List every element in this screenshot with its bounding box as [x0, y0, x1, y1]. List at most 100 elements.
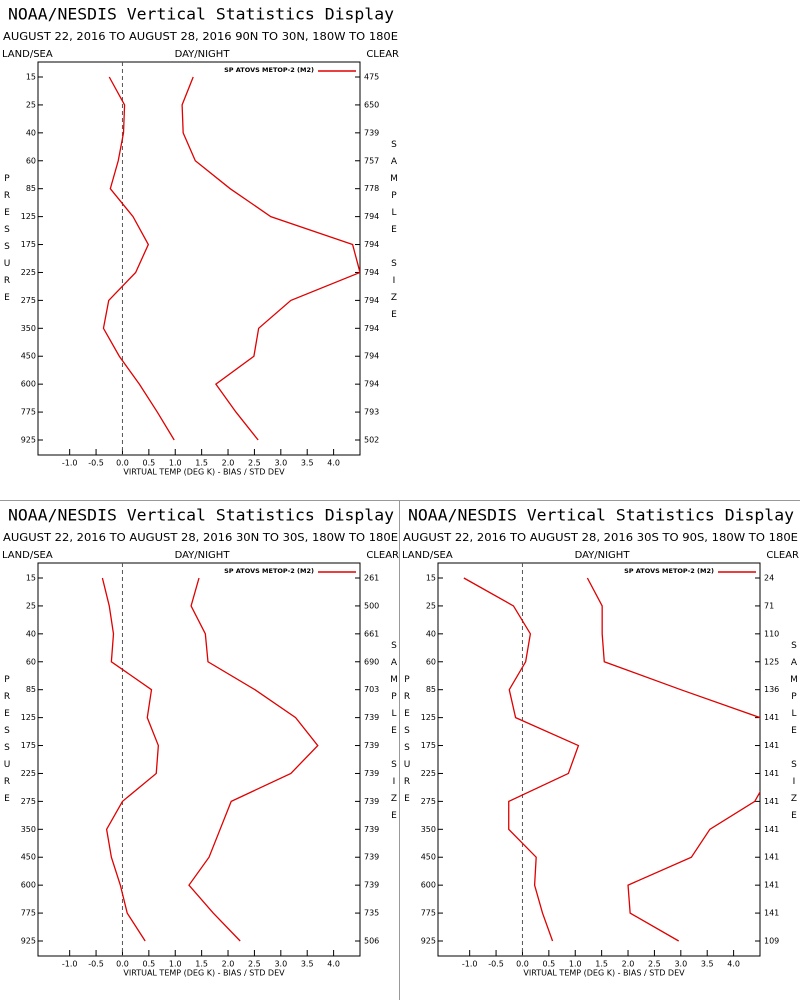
- y-tick-label: 60: [426, 657, 436, 666]
- right-label: CLEAR: [366, 550, 399, 561]
- y-tick-label: 275: [421, 797, 436, 806]
- y-tick-label: 600: [21, 881, 36, 890]
- sample-size-label: 794: [364, 352, 379, 361]
- y-tick-label: 175: [21, 240, 36, 249]
- chart-subtitle: AUGUST 22, 2016 TO AUGUST 28, 2016 30S T…: [403, 532, 798, 544]
- x-tick-label: 0.5: [142, 960, 155, 969]
- y-tick-label: 225: [421, 769, 436, 778]
- sample-size-label: 793: [364, 408, 379, 417]
- x-tick-label: 4.0: [727, 960, 740, 969]
- y-tick-label: 225: [21, 268, 36, 277]
- x-tick-label: 0.0: [116, 459, 129, 468]
- sample-size-label: 506: [364, 937, 379, 946]
- x-tick-label: -0.5: [88, 459, 104, 468]
- sample-size-label: 739: [364, 741, 379, 750]
- plot-frame: [37, 61, 361, 456]
- sample-size-label: 141: [764, 853, 779, 862]
- sample-size-label: 735: [364, 909, 379, 918]
- y-tick-label: 775: [421, 909, 436, 918]
- left-label: LAND/SEA: [2, 49, 53, 60]
- sample-size-label: 141: [764, 881, 779, 890]
- y-tick-label: 175: [21, 741, 36, 750]
- sample-size-label: 794: [364, 268, 379, 277]
- sample-size-label: 109: [764, 937, 779, 946]
- x-tick-label: 1.5: [195, 960, 208, 969]
- sample-size-label: 71: [764, 601, 774, 610]
- y-tick-label: 275: [21, 296, 36, 305]
- sample-size-label: 739: [364, 128, 379, 137]
- left-label: LAND/SEA: [402, 550, 453, 561]
- sample-size-label: 475: [364, 73, 379, 82]
- center-label: DAY/NIGHT: [175, 550, 231, 561]
- sample-size-label: 141: [764, 797, 779, 806]
- y-tick-label: 60: [26, 657, 36, 666]
- y-tick-label: 15: [426, 574, 436, 583]
- y-tick-label: 40: [26, 629, 36, 638]
- y-tick-label: 40: [426, 629, 436, 638]
- x-tick-label: 1.5: [595, 960, 608, 969]
- y-tick-label: 125: [21, 713, 36, 722]
- x-tick-label: 4.0: [327, 960, 340, 969]
- chart-subtitle: AUGUST 22, 2016 TO AUGUST 28, 2016 30N T…: [3, 532, 398, 544]
- y-tick-label: 925: [21, 937, 36, 946]
- sample-size-label: 739: [364, 797, 379, 806]
- x-tick-label: 3.5: [301, 459, 314, 468]
- x-tick-label: 3.5: [301, 960, 314, 969]
- sample-size-label: 141: [764, 825, 779, 834]
- y2-axis-label: SAMPLE SIZE: [389, 140, 399, 327]
- y2-axis-label: SAMPLE SIZE: [389, 641, 399, 828]
- x-tick-label: 2.5: [648, 960, 661, 969]
- y-tick-label: 25: [426, 601, 436, 610]
- chart: NOAA/NESDIS Vertical Statistics Display A…: [402, 506, 799, 978]
- y-tick-label: 600: [21, 380, 36, 389]
- sample-size-label: 141: [764, 741, 779, 750]
- sample-size-label: 500: [364, 601, 379, 610]
- y-tick-label: 775: [21, 408, 36, 417]
- sample-size-label: 24: [764, 574, 774, 583]
- y2-axis-label: SAMPLE SIZE: [789, 641, 799, 828]
- x-axis-label: VIRTUAL TEMP (DEG K) - BIAS / STD DEV: [123, 969, 285, 978]
- x-tick-label: 0.5: [142, 459, 155, 468]
- sample-size-label: 141: [764, 769, 779, 778]
- y-tick-label: 85: [26, 685, 36, 694]
- center-label: DAY/NIGHT: [175, 49, 231, 60]
- sample-size-label: 739: [364, 769, 379, 778]
- chart-subtitle: AUGUST 22, 2016 TO AUGUST 28, 2016 90N T…: [3, 31, 398, 43]
- y-axis-label: PRESSURE: [402, 675, 412, 811]
- chart: NOAA/NESDIS Vertical Statistics Display A…: [2, 506, 399, 978]
- legend-label: SP ATOVS METOP-2 (M2): [624, 567, 714, 575]
- sample-size-label: 739: [364, 881, 379, 890]
- y-tick-label: 450: [21, 853, 36, 862]
- y-tick-label: 15: [26, 73, 36, 82]
- std-dev-line: [181, 76, 360, 441]
- x-tick-label: 2.0: [622, 960, 635, 969]
- sample-size-label: 778: [364, 184, 379, 193]
- x-tick-label: 0.0: [116, 960, 129, 969]
- x-tick-label: 3.0: [274, 459, 287, 468]
- y-tick-label: 350: [421, 825, 436, 834]
- sample-size-label: 757: [364, 156, 379, 165]
- sample-size-label: 794: [364, 240, 379, 249]
- y-tick-label: 15: [26, 574, 36, 583]
- x-tick-label: 1.0: [169, 459, 182, 468]
- legend-label: SP ATOVS METOP-2 (M2): [224, 567, 314, 575]
- y-tick-label: 25: [26, 100, 36, 109]
- legend-label: SP ATOVS METOP-2 (M2): [224, 66, 314, 74]
- sample-size-label: 110: [764, 629, 779, 638]
- sample-size-label: 661: [364, 629, 379, 638]
- sample-size-label: 794: [364, 324, 379, 333]
- sample-size-label: 739: [364, 713, 379, 722]
- std-dev-line: [586, 577, 760, 942]
- plot-frame: [37, 562, 361, 957]
- x-tick-label: 3.0: [274, 960, 287, 969]
- y-tick-label: 85: [26, 184, 36, 193]
- x-tick-label: 3.5: [701, 960, 714, 969]
- x-tick-label: 4.0: [327, 459, 340, 468]
- y-tick-label: 350: [21, 825, 36, 834]
- x-tick-label: -0.5: [488, 960, 504, 969]
- x-tick-label: 2.5: [248, 459, 261, 468]
- chart: NOAA/NESDIS Vertical Statistics Display A…: [2, 5, 399, 477]
- x-tick-label: 1.5: [195, 459, 208, 468]
- sample-size-label: 502: [364, 436, 379, 445]
- x-tick-label: -1.0: [462, 960, 478, 969]
